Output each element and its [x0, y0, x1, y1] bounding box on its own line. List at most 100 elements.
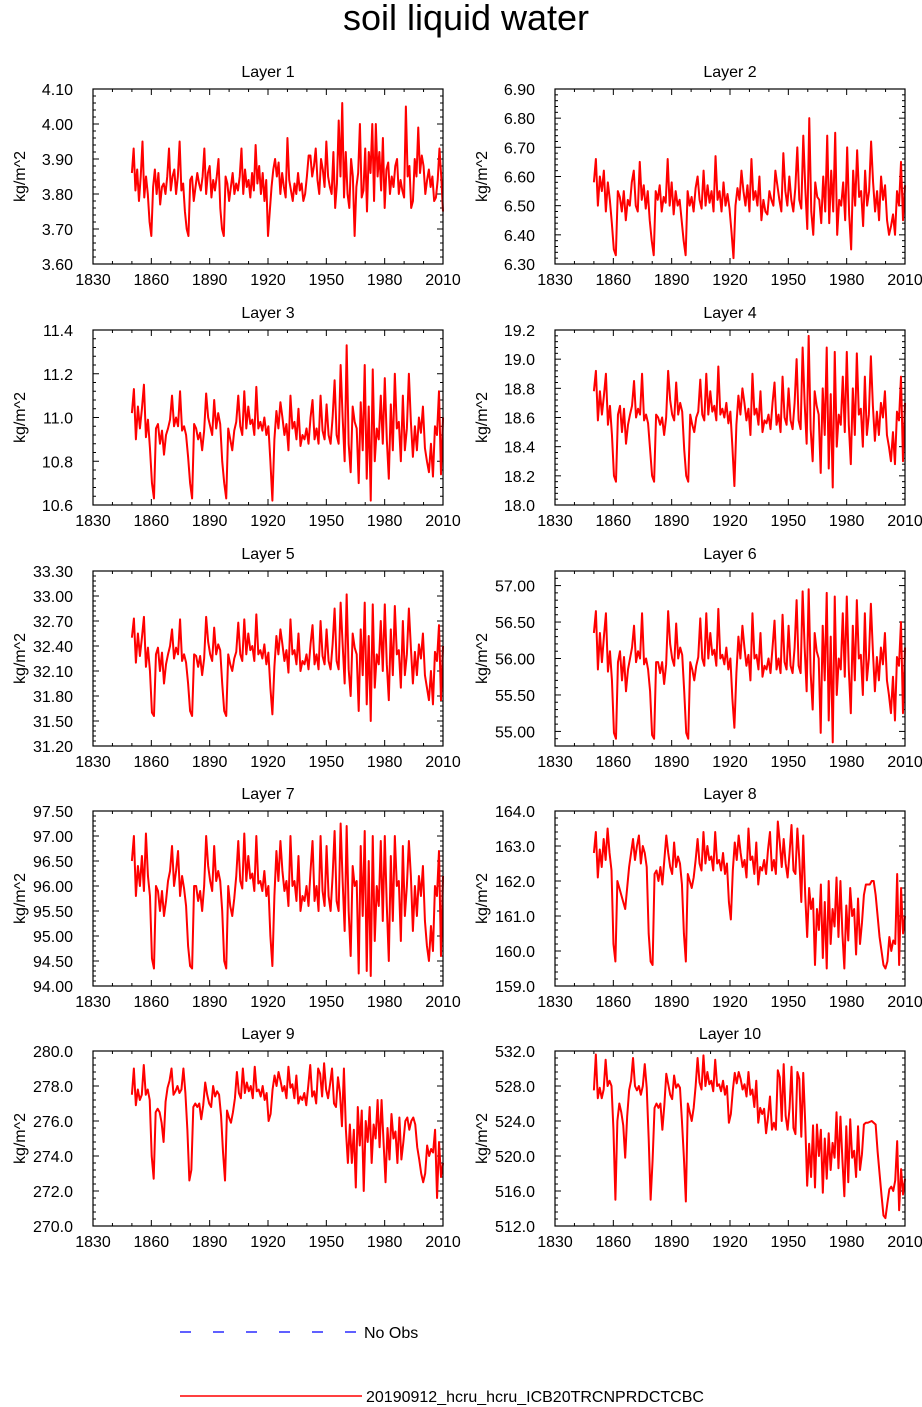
y-tick-label: 18.8 [504, 381, 535, 398]
x-tick-label: 1830 [537, 1234, 573, 1251]
y-tick-label: 94.50 [33, 954, 73, 971]
x-tick-label: 1920 [712, 754, 748, 771]
y-tick-label: 270.0 [33, 1219, 73, 1236]
series-line-1 [130, 593, 444, 722]
x-tick-label: 1980 [367, 272, 403, 289]
y-tick-label: 160.0 [495, 944, 535, 961]
x-tick-label: 1920 [250, 754, 286, 771]
y-tick-label: 3.60 [42, 257, 73, 274]
x-tick-label: 1890 [192, 272, 228, 289]
x-tick-label: 1980 [829, 1234, 865, 1251]
y-tick-label: 33.00 [33, 589, 73, 606]
x-tick-label: 1950 [771, 513, 807, 530]
y-tick-label: 528.0 [495, 1079, 535, 1096]
panel-title: Layer 6 [703, 546, 756, 563]
x-tick-label: 1860 [134, 272, 170, 289]
x-tick-label: 1890 [654, 272, 690, 289]
x-tick-label: 1950 [771, 1234, 807, 1251]
x-tick-label: 1890 [654, 994, 690, 1011]
x-tick-label: 1890 [192, 754, 228, 771]
x-tick-label: 1860 [596, 1234, 632, 1251]
x-tick-label: 1830 [75, 513, 111, 530]
legend-no-obs-label: No Obs [364, 1325, 418, 1342]
plot-frame [554, 810, 906, 987]
panel-title: Layer 3 [241, 305, 294, 322]
x-tick-label: 2010 [887, 272, 922, 289]
x-tick-label: 1860 [134, 994, 170, 1011]
figure-title: soil liquid water [343, 0, 589, 38]
plot-frame [554, 1050, 906, 1227]
y-tick-label: 6.50 [504, 199, 535, 216]
y-tick-label: 56.00 [495, 652, 535, 669]
y-tick-label: 3.80 [42, 187, 73, 204]
y-tick-label: 18.2 [504, 469, 535, 486]
x-tick-label: 1980 [829, 272, 865, 289]
x-tick-label: 1890 [192, 994, 228, 1011]
y-tick-label: 31.80 [33, 689, 73, 706]
x-tick-label: 1920 [250, 272, 286, 289]
y-tick-label: 6.80 [504, 111, 535, 128]
y-tick-label: 32.10 [33, 664, 73, 681]
y-tick-label: 532.0 [495, 1044, 535, 1061]
y-tick-label: 162.0 [495, 874, 535, 891]
x-tick-label: 1920 [250, 1234, 286, 1251]
x-tick-label: 2010 [425, 754, 461, 771]
y-tick-label: 33.30 [33, 564, 73, 581]
panel-layer-8: Layer 8 kg/m^2 1830 1860 1890 1920 1950 1980 201… [474, 786, 922, 1011]
x-tick-label: 1860 [596, 994, 632, 1011]
panel-title: Layer 7 [241, 786, 294, 803]
panel-layer-4: Layer 4 kg/m^2 1830 1860 1890 1920 1950 1980 201… [474, 305, 922, 530]
y-tick-label: 3.90 [42, 152, 73, 169]
x-tick-label: 1920 [250, 513, 286, 530]
y-tick-label: 6.90 [504, 82, 535, 99]
y-tick-label: 10.6 [42, 498, 73, 515]
y-tick-label: 276.0 [33, 1114, 73, 1131]
panel-title: Layer 10 [699, 1026, 761, 1043]
x-tick-label: 1980 [367, 513, 403, 530]
y-tick-label: 520.0 [495, 1149, 535, 1166]
y-tick-label: 164.0 [495, 804, 535, 821]
x-tick-label: 1830 [75, 994, 111, 1011]
y-tick-label: 31.50 [33, 714, 73, 731]
plot-frame [92, 1050, 444, 1227]
x-tick-label: 1860 [134, 1234, 170, 1251]
y-axis-label: kg/m^2 [474, 151, 491, 202]
series-line-1 [592, 1053, 906, 1220]
y-tick-label: 6.60 [504, 170, 535, 187]
y-tick-label: 18.4 [504, 440, 535, 457]
y-tick-label: 6.40 [504, 228, 535, 245]
y-tick-label: 96.50 [33, 854, 73, 871]
x-tick-label: 2010 [425, 272, 461, 289]
plot-frame [554, 88, 906, 265]
plot-frame [92, 810, 444, 987]
panel-title: Layer 2 [703, 64, 756, 81]
y-tick-label: 94.00 [33, 979, 73, 996]
y-tick-label: 159.0 [495, 979, 535, 996]
y-tick-label: 512.0 [495, 1219, 535, 1236]
x-tick-label: 2010 [425, 513, 461, 530]
y-tick-label: 32.40 [33, 639, 73, 656]
panel-layer-5: Layer 5 kg/m^2 1830 1860 1890 1920 1950 1980 201… [12, 546, 461, 771]
x-tick-label: 1830 [75, 754, 111, 771]
panel-layer-2: Layer 2 kg/m^2 1830 1860 1890 1920 1950 1980 201… [474, 64, 922, 289]
y-tick-label: 6.70 [504, 140, 535, 157]
x-tick-label: 1830 [537, 513, 573, 530]
x-tick-label: 1830 [537, 754, 573, 771]
y-tick-label: 19.2 [504, 323, 535, 340]
x-tick-label: 1830 [537, 272, 573, 289]
series-line-1 [592, 588, 906, 744]
panel-layer-3: Layer 3 kg/m^2 1830 1860 1890 1920 1950 1980 201… [12, 305, 461, 530]
x-tick-label: 1830 [537, 994, 573, 1011]
legend-run-label: 20190912_hcru_hcru_ICB20TRCNPRDCTCBC [366, 1389, 704, 1406]
series-line-1 [130, 822, 444, 977]
x-tick-label: 1890 [192, 1234, 228, 1251]
panel-layer-7: Layer 7 kg/m^2 1830 1860 1890 1920 1950 1980 201… [12, 786, 461, 1011]
y-tick-label: 55.50 [495, 688, 535, 705]
y-tick-label: 4.00 [42, 117, 73, 134]
x-tick-label: 2010 [425, 1234, 461, 1251]
y-tick-label: 97.00 [33, 829, 73, 846]
panel-layer-1: Layer 1 kg/m^2 1830 1860 1890 1920 1950 1980 201… [12, 64, 461, 289]
x-tick-label: 1950 [309, 754, 345, 771]
x-tick-label: 1890 [654, 513, 690, 530]
